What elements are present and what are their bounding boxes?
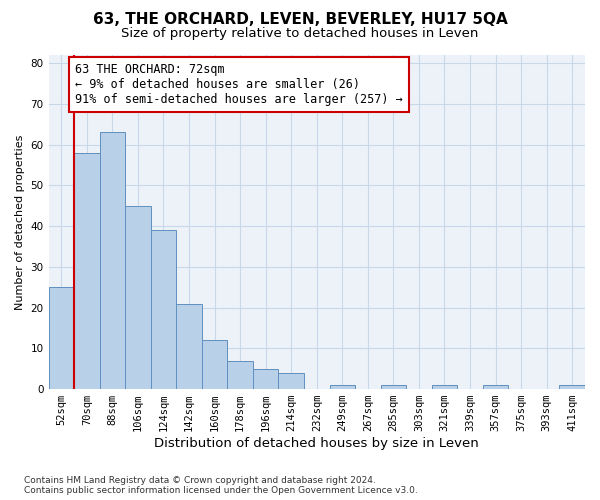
Text: 63, THE ORCHARD, LEVEN, BEVERLEY, HU17 5QA: 63, THE ORCHARD, LEVEN, BEVERLEY, HU17 5… <box>92 12 508 28</box>
Bar <box>202 340 227 389</box>
Bar <box>151 230 176 389</box>
Bar <box>432 385 457 389</box>
Bar <box>74 153 100 389</box>
Y-axis label: Number of detached properties: Number of detached properties <box>15 134 25 310</box>
Bar <box>380 385 406 389</box>
Bar <box>125 206 151 389</box>
Bar <box>278 373 304 389</box>
Bar <box>559 385 585 389</box>
Text: Size of property relative to detached houses in Leven: Size of property relative to detached ho… <box>121 28 479 40</box>
X-axis label: Distribution of detached houses by size in Leven: Distribution of detached houses by size … <box>154 437 479 450</box>
Text: 63 THE ORCHARD: 72sqm
← 9% of detached houses are smaller (26)
91% of semi-detac: 63 THE ORCHARD: 72sqm ← 9% of detached h… <box>76 63 403 106</box>
Bar <box>329 385 355 389</box>
Bar <box>176 304 202 389</box>
Bar <box>253 368 278 389</box>
Bar <box>49 287 74 389</box>
Bar <box>227 360 253 389</box>
Bar <box>100 132 125 389</box>
Text: Contains HM Land Registry data © Crown copyright and database right 2024.
Contai: Contains HM Land Registry data © Crown c… <box>24 476 418 495</box>
Bar <box>483 385 508 389</box>
